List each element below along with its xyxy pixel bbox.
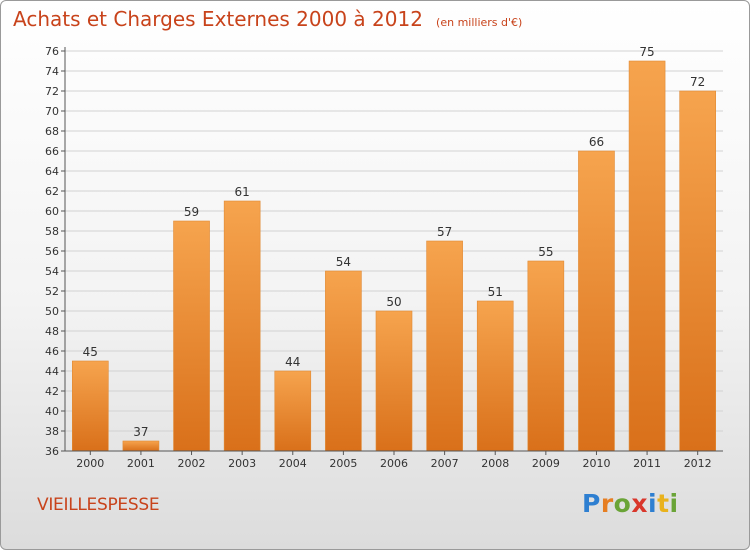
y-tick-label: 54: [45, 265, 59, 278]
logo-letter: t: [657, 489, 670, 518]
chart-unit: (en milliers d'€): [436, 16, 523, 29]
x-tick-label: 2004: [279, 457, 307, 470]
y-tick-label: 42: [45, 385, 59, 398]
bar-2003: [223, 200, 261, 452]
bar-2004: [274, 370, 312, 452]
bar-2000: [72, 360, 109, 452]
value-label: 37: [133, 425, 148, 439]
logo-letter: i: [648, 489, 658, 518]
axes: [61, 47, 723, 455]
value-label: 50: [386, 295, 401, 309]
value-label: 59: [184, 205, 199, 219]
y-tick-label: 64: [45, 165, 59, 178]
y-tick-label: 52: [45, 285, 59, 298]
y-tick-label: 50: [45, 305, 59, 318]
value-label: 57: [437, 225, 452, 239]
logo-letter: i: [669, 489, 679, 518]
bars: [72, 60, 716, 452]
y-tick-label: 72: [45, 85, 59, 98]
bar-2005: [325, 270, 362, 452]
bar-2008: [476, 300, 514, 452]
value-label: 54: [336, 255, 351, 269]
bar-2011: [628, 60, 666, 452]
x-tick-label: 2009: [532, 457, 560, 470]
y-tick-label: 62: [45, 185, 59, 198]
x-tick-label: 2012: [684, 457, 712, 470]
y-tick-label: 58: [45, 225, 59, 238]
y-tick-label: 56: [45, 245, 59, 258]
value-label: 45: [83, 345, 98, 359]
x-tick-label: 2003: [228, 457, 256, 470]
labels: 36 38 40 42 44 46 48 50 52 54 56 58 60 62 64 66 68 70 72 74…: [45, 45, 712, 470]
value-label: 44: [285, 355, 300, 369]
x-tick-label: 2010: [582, 457, 610, 470]
y-tick-label: 48: [45, 325, 59, 338]
chart-title: Achats et Charges Externes 2000 à 2012: [13, 7, 423, 31]
x-tick-label: 2006: [380, 457, 408, 470]
value-label: 75: [639, 45, 654, 59]
bar-2001: [122, 440, 160, 452]
y-tick-label: 68: [45, 125, 59, 138]
value-label: 51: [488, 285, 503, 299]
value-label: 66: [589, 135, 604, 149]
value-label: 55: [538, 245, 553, 259]
x-tick-label: 2002: [178, 457, 206, 470]
x-tick-label: 2011: [633, 457, 661, 470]
logo-letter: o: [613, 489, 632, 518]
y-tick-label: 44: [45, 365, 59, 378]
commune-name: VIEILLESPESSE: [37, 495, 160, 515]
x-tick-label: 2000: [76, 457, 104, 470]
y-tick-label: 46: [45, 345, 59, 358]
y-tick-label: 36: [45, 445, 59, 458]
logo-letter: P: [582, 489, 601, 518]
x-tick-label: 2008: [481, 457, 509, 470]
bar-2007: [426, 240, 463, 452]
y-tick-label: 40: [45, 405, 59, 418]
logo-letter: r: [600, 489, 614, 518]
y-tick-label: 38: [45, 425, 59, 438]
y-tick-label: 60: [45, 205, 59, 218]
bar-2006: [375, 310, 413, 452]
logo-letter: x: [631, 489, 648, 518]
x-tick-label: 2001: [127, 457, 155, 470]
value-label: 72: [690, 75, 705, 89]
bar-2010: [578, 150, 615, 452]
proxiti-logo: Proxiti: [582, 489, 679, 518]
bar-2009: [527, 260, 565, 452]
y-tick-label: 66: [45, 145, 59, 158]
x-tick-label: 2005: [329, 457, 357, 470]
y-tick-label: 76: [45, 45, 59, 58]
value-label: 61: [235, 185, 250, 199]
title-row: Achats et Charges Externes 2000 à 2012 (…: [13, 7, 522, 31]
x-tick-label: 2007: [431, 457, 459, 470]
y-tick-label: 70: [45, 105, 59, 118]
bar-2002: [173, 220, 210, 452]
y-tick-label: 74: [45, 65, 59, 78]
bar-2012: [679, 90, 716, 452]
